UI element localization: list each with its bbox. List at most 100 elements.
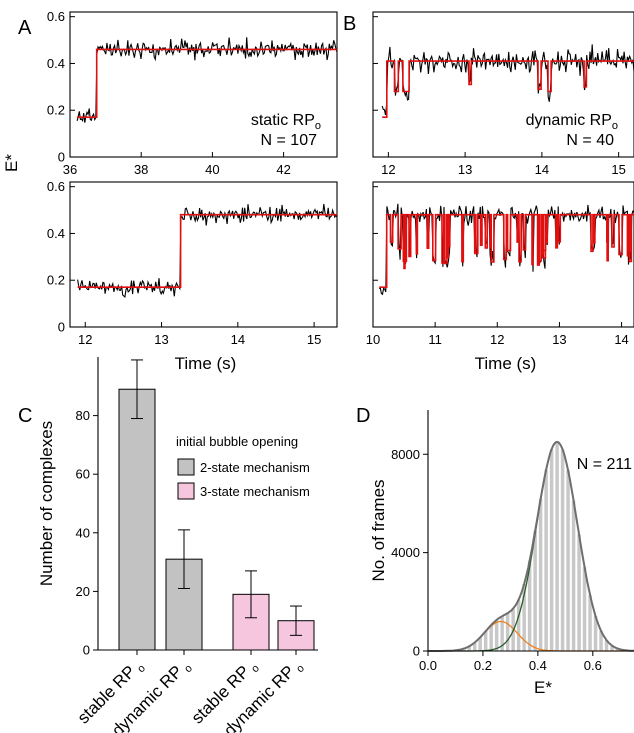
x-axis-label: Time (s): [475, 354, 537, 373]
histogram-bar: [505, 613, 510, 651]
histogram-bar: [500, 616, 504, 651]
x-tick-label: 14: [614, 332, 628, 347]
efret-trace: [77, 203, 338, 298]
y-tick-label: 0.4: [47, 226, 65, 241]
histogram-bar: [489, 625, 493, 651]
panel-d: 0 4000 8000 0.0 0.2 0.4 0.6 E* No. of frames N = …: [369, 410, 634, 697]
x-tick-label: 15: [611, 162, 625, 177]
plot-frame: [372, 181, 634, 328]
x-tick-label: 12: [490, 332, 504, 347]
x-tick-label: 40: [205, 162, 219, 177]
panel-annotation-n: N = 211: [577, 456, 632, 473]
hmm-fit-line: [77, 213, 337, 288]
x-tick-label: 36: [63, 162, 77, 177]
x-tick-label: 14: [535, 162, 549, 177]
histogram-bar: [549, 449, 554, 651]
x-tick-label: 14: [231, 332, 245, 347]
x-tick-label: 0.6: [584, 658, 602, 673]
y-tick-label: 20: [76, 584, 90, 599]
histogram-bar: [604, 640, 609, 651]
y-axis-label: Number of complexes: [37, 421, 56, 586]
x-tick-label: 11: [428, 332, 442, 347]
legend-title: initial bubble opening: [176, 434, 298, 449]
histogram-bar: [467, 646, 471, 651]
bar: [118, 388, 156, 651]
y-tick-label: 0: [83, 643, 90, 658]
panel-a-ylabel: E*: [2, 154, 21, 172]
hmm-fit-line: [77, 48, 337, 118]
x-tick-label: 13: [552, 332, 566, 347]
histogram-bar: [577, 534, 581, 651]
y-tick-label: 0: [58, 320, 65, 335]
y-tick-label: 0: [413, 644, 420, 659]
histogram-bar: [566, 470, 570, 651]
histogram-bar: [615, 648, 620, 651]
hmm-fit-line: [382, 60, 634, 118]
y-tick-label: 8000: [391, 447, 420, 462]
x-tick-label: 13: [154, 332, 168, 347]
histogram-bar: [610, 645, 614, 651]
y-tick-label: 0: [58, 150, 65, 165]
subscript: o: [180, 662, 195, 677]
x-tick-label: 0.0: [419, 658, 437, 673]
x-tick-label: 0.2: [474, 658, 492, 673]
gaussian-sum-fit: [428, 440, 634, 652]
histogram-bar: [527, 560, 532, 651]
histogram-bar: [516, 599, 521, 651]
y-tick-label: 0.6: [47, 179, 65, 194]
y-tick-label: 0.6: [47, 9, 65, 24]
histogram-bar: [560, 449, 565, 651]
subscript: o: [315, 120, 321, 132]
legend-swatch: [177, 482, 195, 500]
histogram-bar: [588, 594, 592, 651]
panel-letter-a: A: [18, 17, 32, 39]
panel-annotation-name: dynamic RPo: [526, 112, 618, 132]
x-tick-label: 13: [458, 162, 472, 177]
efret-trace: [381, 44, 634, 116]
panel-letter-d: D: [356, 405, 370, 427]
panel-annotation-n: N = 107: [261, 132, 318, 149]
histogram-bar: [483, 631, 488, 651]
y-tick-label: 0.2: [47, 103, 65, 118]
efret-trace: [76, 37, 338, 123]
x-tick-label: 38: [134, 162, 148, 177]
y-tick-label: 0.2: [47, 273, 65, 288]
hmm-fit-line: [379, 213, 634, 288]
histogram-bar: [544, 469, 548, 651]
x-tick-label: 42: [276, 162, 290, 177]
y-tick-label: 0.4: [47, 56, 65, 71]
subscript: o: [292, 662, 307, 677]
x-tick-label: 12: [381, 162, 395, 177]
x-tick-label: 10: [366, 332, 380, 347]
legend-label: 2-state mechanism: [200, 460, 310, 475]
histogram-bar: [461, 648, 466, 651]
plot-frame: [69, 181, 338, 328]
histogram-bar: [593, 616, 598, 651]
y-axis-label: No. of frames: [369, 479, 388, 581]
histogram-bar: [533, 531, 537, 651]
legend-label: 3-state mechanism: [200, 484, 310, 499]
y-tick-label: 80: [76, 408, 90, 423]
histogram-bar: [582, 567, 587, 651]
x-tick-label: 0.4: [529, 658, 547, 673]
histogram-bar: [571, 500, 576, 651]
histogram-bar: [538, 498, 543, 651]
histogram-bar: [478, 637, 482, 651]
bar: [232, 593, 270, 651]
y-tick-label: 4000: [391, 545, 420, 560]
y-tick-label: 60: [76, 467, 90, 482]
histogram-bar: [555, 441, 559, 651]
histogram-bar: [472, 642, 477, 651]
plot-frame: [372, 11, 634, 158]
subscript: o: [247, 662, 262, 677]
panel-b-bottom: 10 11 12 13 14 Time (s): [366, 181, 634, 373]
histogram-bar: [494, 619, 499, 651]
y-tick-label: 40: [76, 525, 90, 540]
panel-annotation-name: static RPo: [251, 112, 321, 132]
panel-letter-b: B: [343, 13, 356, 35]
panel-a-bottom: 0 0.2 0.4 0.6 12 13 14 15 Time (s): [47, 179, 338, 373]
histogram-bar: [522, 584, 526, 651]
